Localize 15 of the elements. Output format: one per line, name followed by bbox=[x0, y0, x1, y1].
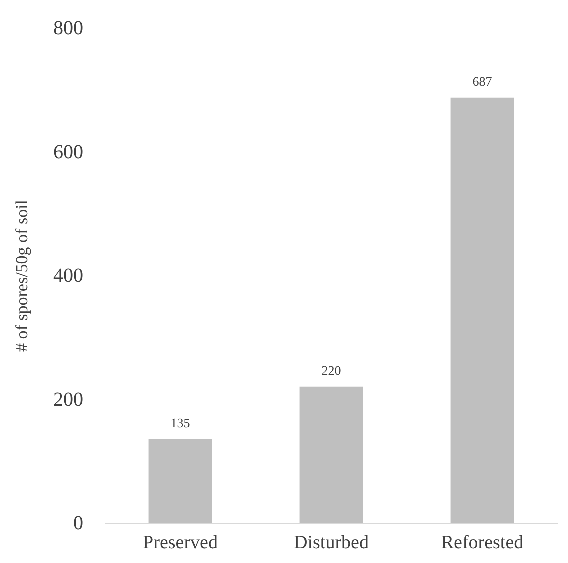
y-tick-label: 200 bbox=[54, 388, 84, 411]
y-tick-label: 0 bbox=[74, 512, 84, 534]
data-label: 135 bbox=[170, 415, 190, 430]
x-tick-label: Preserved bbox=[143, 532, 218, 554]
data-label: 220 bbox=[322, 362, 342, 378]
bar bbox=[300, 386, 364, 523]
y-tick-label: 800 bbox=[54, 18, 84, 40]
x-tick-label: Disturbed bbox=[294, 532, 370, 554]
y-axis-title: # of spores/50g of soil bbox=[12, 200, 32, 352]
x-tick-label: Reforested bbox=[441, 532, 524, 554]
data-label: 687 bbox=[472, 74, 493, 89]
bar bbox=[450, 98, 514, 523]
bar bbox=[148, 439, 212, 523]
y-tick-label: 400 bbox=[54, 265, 84, 287]
y-tick-label: 600 bbox=[54, 141, 84, 164]
